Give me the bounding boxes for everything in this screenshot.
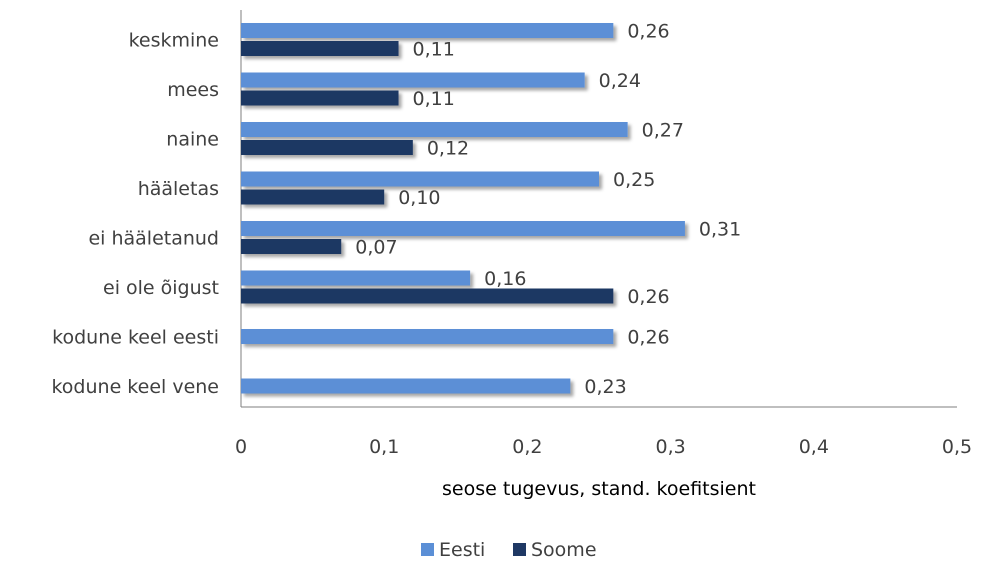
- category-label: ei ole õigust: [103, 277, 219, 299]
- data-label-soome: 0,26: [627, 286, 669, 308]
- bar-eesti: [241, 122, 628, 137]
- x-tick-label: 0,3: [655, 436, 685, 458]
- bar-eesti: [241, 329, 614, 344]
- legend-swatch-eesti: [421, 543, 434, 556]
- data-label-eesti: 0,25: [613, 169, 655, 191]
- bar-soome: [241, 140, 413, 155]
- bar-eesti: [241, 171, 599, 187]
- x-axis-title: seose tugevus, stand. koefitsient: [442, 478, 756, 500]
- bar-soome: [241, 288, 614, 304]
- data-label-eesti: 0,31: [699, 219, 741, 241]
- bar-soome: [241, 90, 399, 106]
- data-label-soome: 0,10: [398, 187, 440, 209]
- bar-eesti: [241, 72, 585, 88]
- data-label-eesti: 0,27: [642, 120, 684, 142]
- legend-label-eesti: Eesti: [439, 539, 485, 561]
- bar-eesti: [241, 23, 614, 38]
- data-label-eesti: 0,24: [599, 70, 641, 92]
- x-tick-label: 0,1: [369, 436, 399, 458]
- category-label: hääletas: [138, 178, 219, 200]
- category-label: naine: [166, 129, 219, 151]
- bar-soome: [241, 239, 342, 254]
- data-label-soome: 0,12: [427, 138, 469, 160]
- bar-eesti: [241, 378, 571, 394]
- data-label-eesti: 0,26: [627, 327, 669, 349]
- bar-soome: [241, 41, 399, 56]
- data-label-soome: 0,11: [413, 88, 455, 110]
- data-label-eesti: 0,16: [484, 268, 526, 290]
- bar-eesti: [241, 270, 471, 286]
- category-label: mees: [167, 79, 219, 101]
- bar-soome: [241, 189, 385, 205]
- category-label: kodune keel vene: [51, 376, 219, 398]
- data-label-eesti: 0,26: [627, 21, 669, 43]
- x-tick-label: 0,2: [512, 436, 542, 458]
- x-tick-label: 0,4: [799, 436, 829, 458]
- data-label-soome: 0,11: [413, 39, 455, 61]
- legend-label-soome: Soome: [531, 539, 597, 561]
- legend-swatch-soome: [513, 543, 526, 556]
- data-label-soome: 0,07: [355, 237, 397, 259]
- category-label: keskmine: [129, 30, 219, 52]
- x-tick-label: 0: [235, 436, 247, 458]
- data-label-eesti: 0,23: [584, 376, 626, 398]
- x-tick-label: 0,5: [942, 436, 972, 458]
- category-label: ei hääletanud: [88, 228, 219, 250]
- category-label: kodune keel eesti: [52, 327, 219, 349]
- bar-eesti: [241, 221, 685, 236]
